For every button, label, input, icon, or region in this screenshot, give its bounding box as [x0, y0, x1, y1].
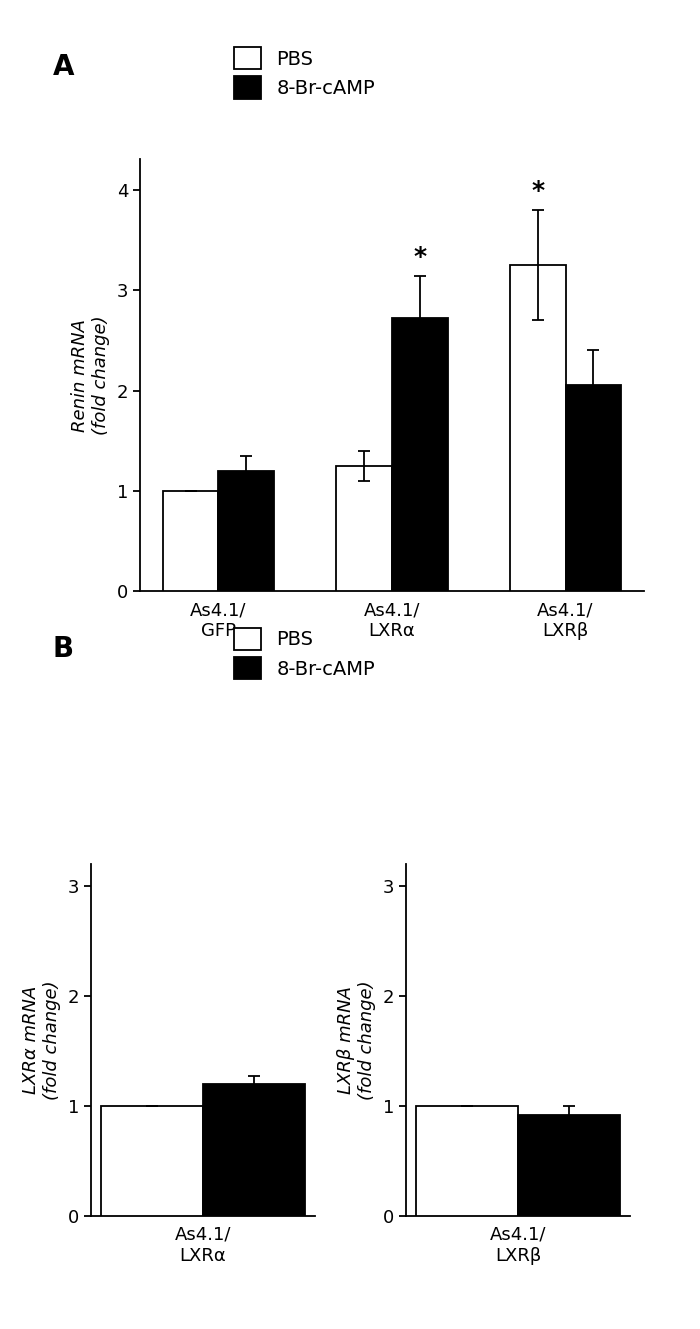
Text: A: A	[52, 53, 74, 81]
Bar	[518, 1115, 620, 1216]
Text: *: *	[531, 178, 545, 202]
Text: *: *	[413, 245, 426, 268]
Bar	[337, 466, 392, 591]
Bar	[566, 385, 621, 591]
Bar	[392, 318, 447, 591]
Bar	[163, 490, 218, 591]
Y-axis label: LXRβ mRNA
(fold change): LXRβ mRNA (fold change)	[337, 979, 376, 1100]
Text: B: B	[52, 635, 74, 663]
Y-axis label: LXRα mRNA
(fold change): LXRα mRNA (fold change)	[22, 979, 61, 1100]
Bar	[510, 264, 566, 591]
Legend: PBS, 8-Br-cAMP: PBS, 8-Br-cAMP	[234, 627, 375, 679]
Bar	[203, 1084, 304, 1216]
Legend: PBS, 8-Br-cAMP: PBS, 8-Br-cAMP	[234, 47, 375, 98]
Bar	[218, 470, 274, 591]
Y-axis label: Renin mRNA
(fold change): Renin mRNA (fold change)	[71, 315, 110, 436]
Bar	[416, 1106, 518, 1216]
Bar	[102, 1106, 203, 1216]
